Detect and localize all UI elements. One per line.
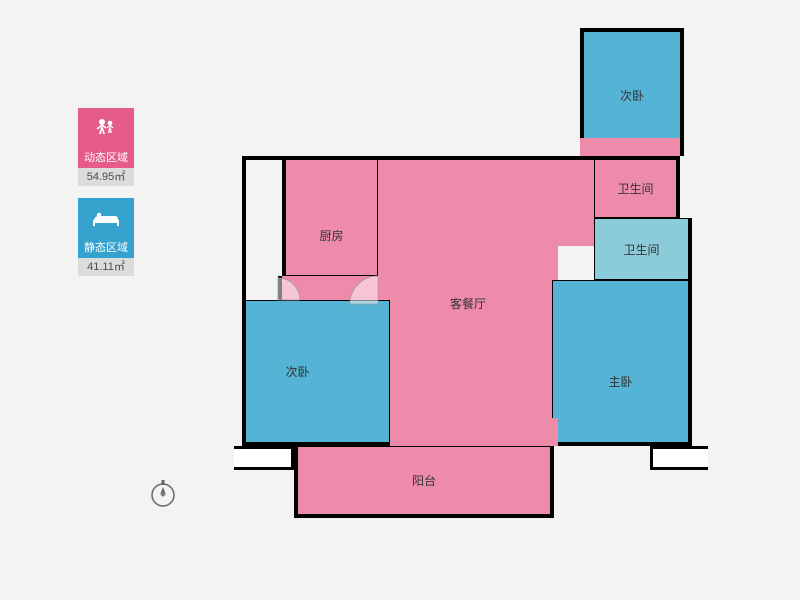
room-left_notch xyxy=(234,446,294,470)
room-label: 主卧 xyxy=(608,373,632,390)
room-bath1: 卫生间 xyxy=(594,156,680,218)
bed-icon xyxy=(78,198,134,238)
legend-dynamic-value: 54.95㎡ xyxy=(78,168,134,186)
legend-static-value: 41.11㎡ xyxy=(78,258,134,276)
people-icon xyxy=(78,108,134,148)
room-label: 阳台 xyxy=(412,472,436,489)
room-label: 次卧 xyxy=(285,363,309,380)
room-label: 客餐厅 xyxy=(450,295,486,312)
room-bedroom_left: 次卧 xyxy=(242,300,390,446)
legend-dynamic-label: 动态区域 xyxy=(78,148,134,168)
legend-static-label: 静态区域 xyxy=(78,238,134,258)
room-bedroom2_top: 次卧 xyxy=(580,28,684,138)
legend-dynamic-zone: 动态区域 54.95㎡ xyxy=(78,108,134,186)
floor-plan: 次卧厨房客餐厅卫生间卫生间次卧主卧阳台 xyxy=(242,28,710,558)
room-label: 卫生间 xyxy=(617,180,653,197)
legend-static-zone: 静态区域 41.11㎡ xyxy=(78,198,134,276)
room-gap_right xyxy=(558,156,594,246)
room-bath2: 卫生间 xyxy=(594,218,692,280)
room-living: 客餐厅 xyxy=(378,156,558,446)
room-master: 主卧 xyxy=(552,280,692,446)
room-label: 卫生间 xyxy=(623,241,659,258)
room-right_notch xyxy=(650,446,708,470)
floorplan-canvas: 动态区域 54.95㎡ 静态区域 41.11㎡ 次卧厨房客餐厅卫生间卫生间次卧主… xyxy=(0,0,800,600)
room-label: 厨房 xyxy=(319,227,343,244)
compass-icon xyxy=(148,478,178,508)
room-living_lower_right xyxy=(390,418,558,446)
room-label: 次卧 xyxy=(620,87,644,104)
room-balcony: 阳台 xyxy=(294,446,554,518)
room-kitchen: 厨房 xyxy=(282,156,378,276)
room-left_strip xyxy=(242,156,282,300)
